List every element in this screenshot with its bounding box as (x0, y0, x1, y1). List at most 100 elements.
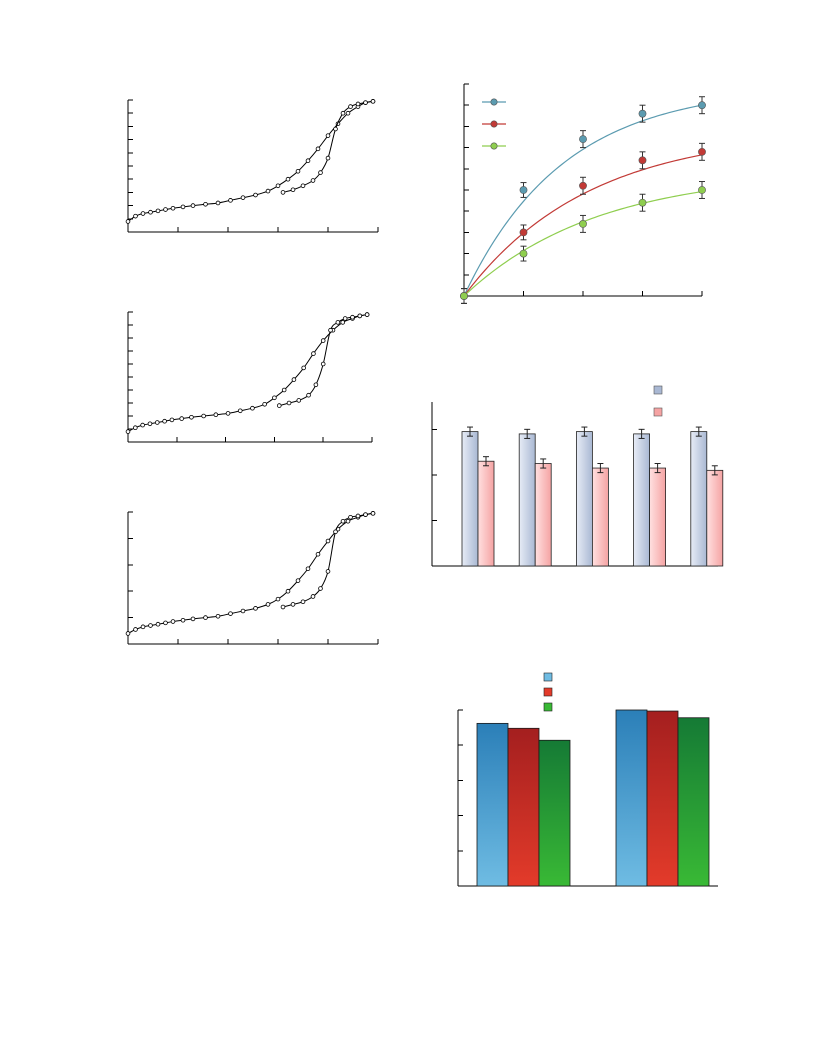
desorption-point (348, 104, 353, 109)
bar (690, 431, 708, 567)
adsorption-point (265, 602, 271, 607)
adsorption-line (127, 100, 374, 222)
adsorption-point (125, 429, 131, 434)
adsorption-point (345, 518, 351, 524)
adsorption-point (272, 395, 277, 401)
data-point (698, 101, 706, 110)
adsorption-point (213, 412, 219, 417)
adsorption-point (285, 588, 291, 594)
desorption-point (340, 518, 346, 524)
legend-marker (490, 98, 498, 106)
legend (482, 98, 506, 150)
adsorption-point (253, 192, 258, 198)
isotherm-chart-1 (125, 99, 379, 233)
data-point (638, 198, 647, 207)
adsorption-point (155, 208, 161, 214)
bar (649, 467, 667, 567)
legend (653, 385, 663, 417)
desorption-point (313, 382, 319, 388)
adsorption-point (133, 425, 138, 430)
desorption-point (355, 101, 361, 107)
adsorption-point (275, 596, 281, 602)
adsorption-point (170, 205, 176, 211)
adsorption-point (125, 219, 131, 224)
adsorption-point (170, 619, 176, 624)
adsorption-point (237, 408, 243, 414)
desorption-point (325, 569, 331, 574)
desorption-point (276, 403, 282, 408)
adsorption-point (190, 616, 196, 622)
desorption-line (279, 314, 368, 407)
adsorption-point (140, 422, 145, 428)
desorption-point (310, 594, 316, 599)
data-point (579, 181, 587, 190)
data-point (698, 186, 706, 194)
adsorption-point (285, 176, 291, 182)
adsorption-point (140, 624, 146, 630)
adsorption-point (163, 620, 168, 626)
desorption-point (350, 314, 355, 320)
bar (677, 717, 710, 887)
axes (127, 511, 379, 645)
desorption-point (363, 512, 368, 517)
desorption-point (370, 511, 376, 516)
desorption-point (355, 513, 361, 519)
desorption-point (328, 327, 333, 333)
legend-swatch (653, 385, 663, 395)
desorption-point (300, 183, 306, 189)
legend-swatch (653, 407, 663, 417)
desorption-point (348, 514, 353, 520)
desorption-point (300, 599, 306, 605)
adsorption-point (125, 631, 131, 636)
adsorption-point (305, 158, 311, 164)
bar (538, 739, 571, 887)
adsorption-point (148, 623, 153, 628)
desorption-point (363, 100, 368, 105)
desorption-line (282, 512, 374, 608)
adsorption-point (240, 195, 246, 200)
fit-curve (463, 191, 703, 297)
axes (127, 311, 373, 443)
adsorption-point (325, 538, 331, 544)
adsorption-point (148, 209, 153, 215)
adsorption-point (180, 204, 186, 210)
adsorption-point (203, 615, 208, 620)
desorption-line (282, 100, 374, 193)
desorption-point (340, 110, 346, 116)
adsorption-point (240, 608, 246, 614)
data-point (519, 228, 528, 237)
adsorption-point (340, 320, 346, 325)
desorption-point (333, 126, 338, 132)
adsorption-point (253, 606, 258, 611)
legend-marker (490, 142, 498, 150)
adsorption-point (250, 405, 255, 411)
desorption-point (290, 187, 296, 193)
bar (507, 727, 540, 887)
desorption-point (364, 312, 370, 317)
data-point (519, 186, 528, 194)
desorption-point (310, 178, 316, 183)
legend-swatch (543, 672, 553, 682)
adsorption-point (315, 146, 321, 152)
adsorption-point (215, 613, 221, 619)
adsorption-point (201, 413, 206, 419)
desorption-point (296, 398, 302, 403)
legend-marker (490, 120, 498, 128)
adsorption-point (262, 402, 267, 407)
cycle-bar-chart (431, 385, 724, 567)
adsorption-point (325, 133, 331, 138)
desorption-point (306, 392, 311, 398)
adsorption-point (345, 110, 351, 116)
adsorption-point (301, 365, 306, 371)
adsorption-point (315, 551, 321, 557)
isotherm-chart-3 (125, 511, 379, 645)
legend (543, 672, 553, 712)
adsorption-point (133, 213, 138, 219)
kinetics-chart (460, 83, 706, 304)
desorption-point (335, 320, 341, 325)
bar (476, 722, 509, 887)
bar (461, 431, 479, 567)
adsorption-point (147, 421, 153, 427)
desorption-point (357, 313, 363, 319)
comparison-bar-chart (457, 672, 718, 887)
